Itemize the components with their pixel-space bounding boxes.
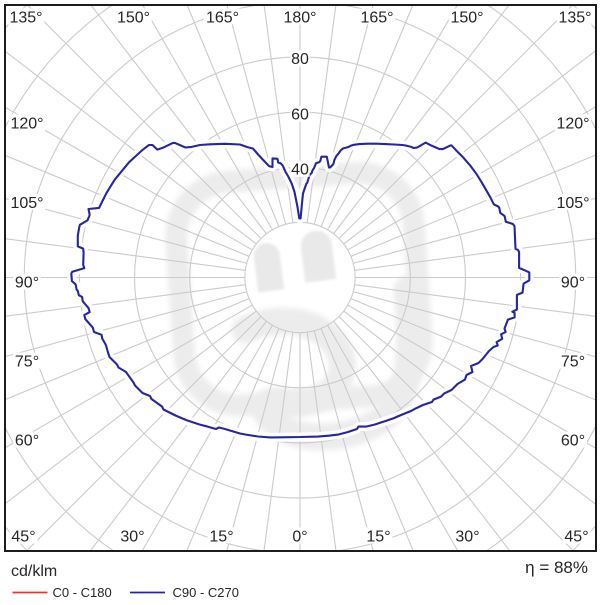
svg-text:135°: 135° [558,9,591,26]
svg-text:60°: 60° [561,432,585,449]
svg-text:45°: 45° [564,528,588,545]
svg-text:15°: 15° [209,528,233,545]
svg-text:105°: 105° [10,195,43,212]
svg-text:165°: 165° [206,9,239,26]
svg-text:45°: 45° [11,528,35,545]
svg-text:150°: 150° [450,9,483,26]
svg-text:0°: 0° [292,528,307,545]
svg-text:60: 60 [291,106,309,123]
svg-text:40: 40 [291,162,309,179]
svg-text:C0 - C180: C0 - C180 [53,585,112,600]
svg-text:η = 88%: η = 88% [525,558,588,577]
svg-text:60°: 60° [15,432,39,449]
svg-text:90°: 90° [15,275,39,292]
svg-text:cd/klm: cd/klm [11,563,57,580]
svg-text:30°: 30° [120,528,144,545]
svg-text:75°: 75° [561,353,585,370]
svg-text:165°: 165° [360,9,393,26]
svg-text:135°: 135° [9,9,42,26]
svg-text:90°: 90° [561,275,585,292]
svg-text:120°: 120° [556,115,589,132]
svg-text:120°: 120° [10,115,43,132]
svg-text:150°: 150° [117,9,150,26]
svg-text:30°: 30° [455,528,479,545]
svg-text:15°: 15° [366,528,390,545]
svg-text:105°: 105° [556,195,589,212]
svg-text:C90 - C270: C90 - C270 [173,585,239,600]
svg-text:80: 80 [291,51,309,68]
svg-text:75°: 75° [15,353,39,370]
svg-text:180°: 180° [283,9,316,26]
